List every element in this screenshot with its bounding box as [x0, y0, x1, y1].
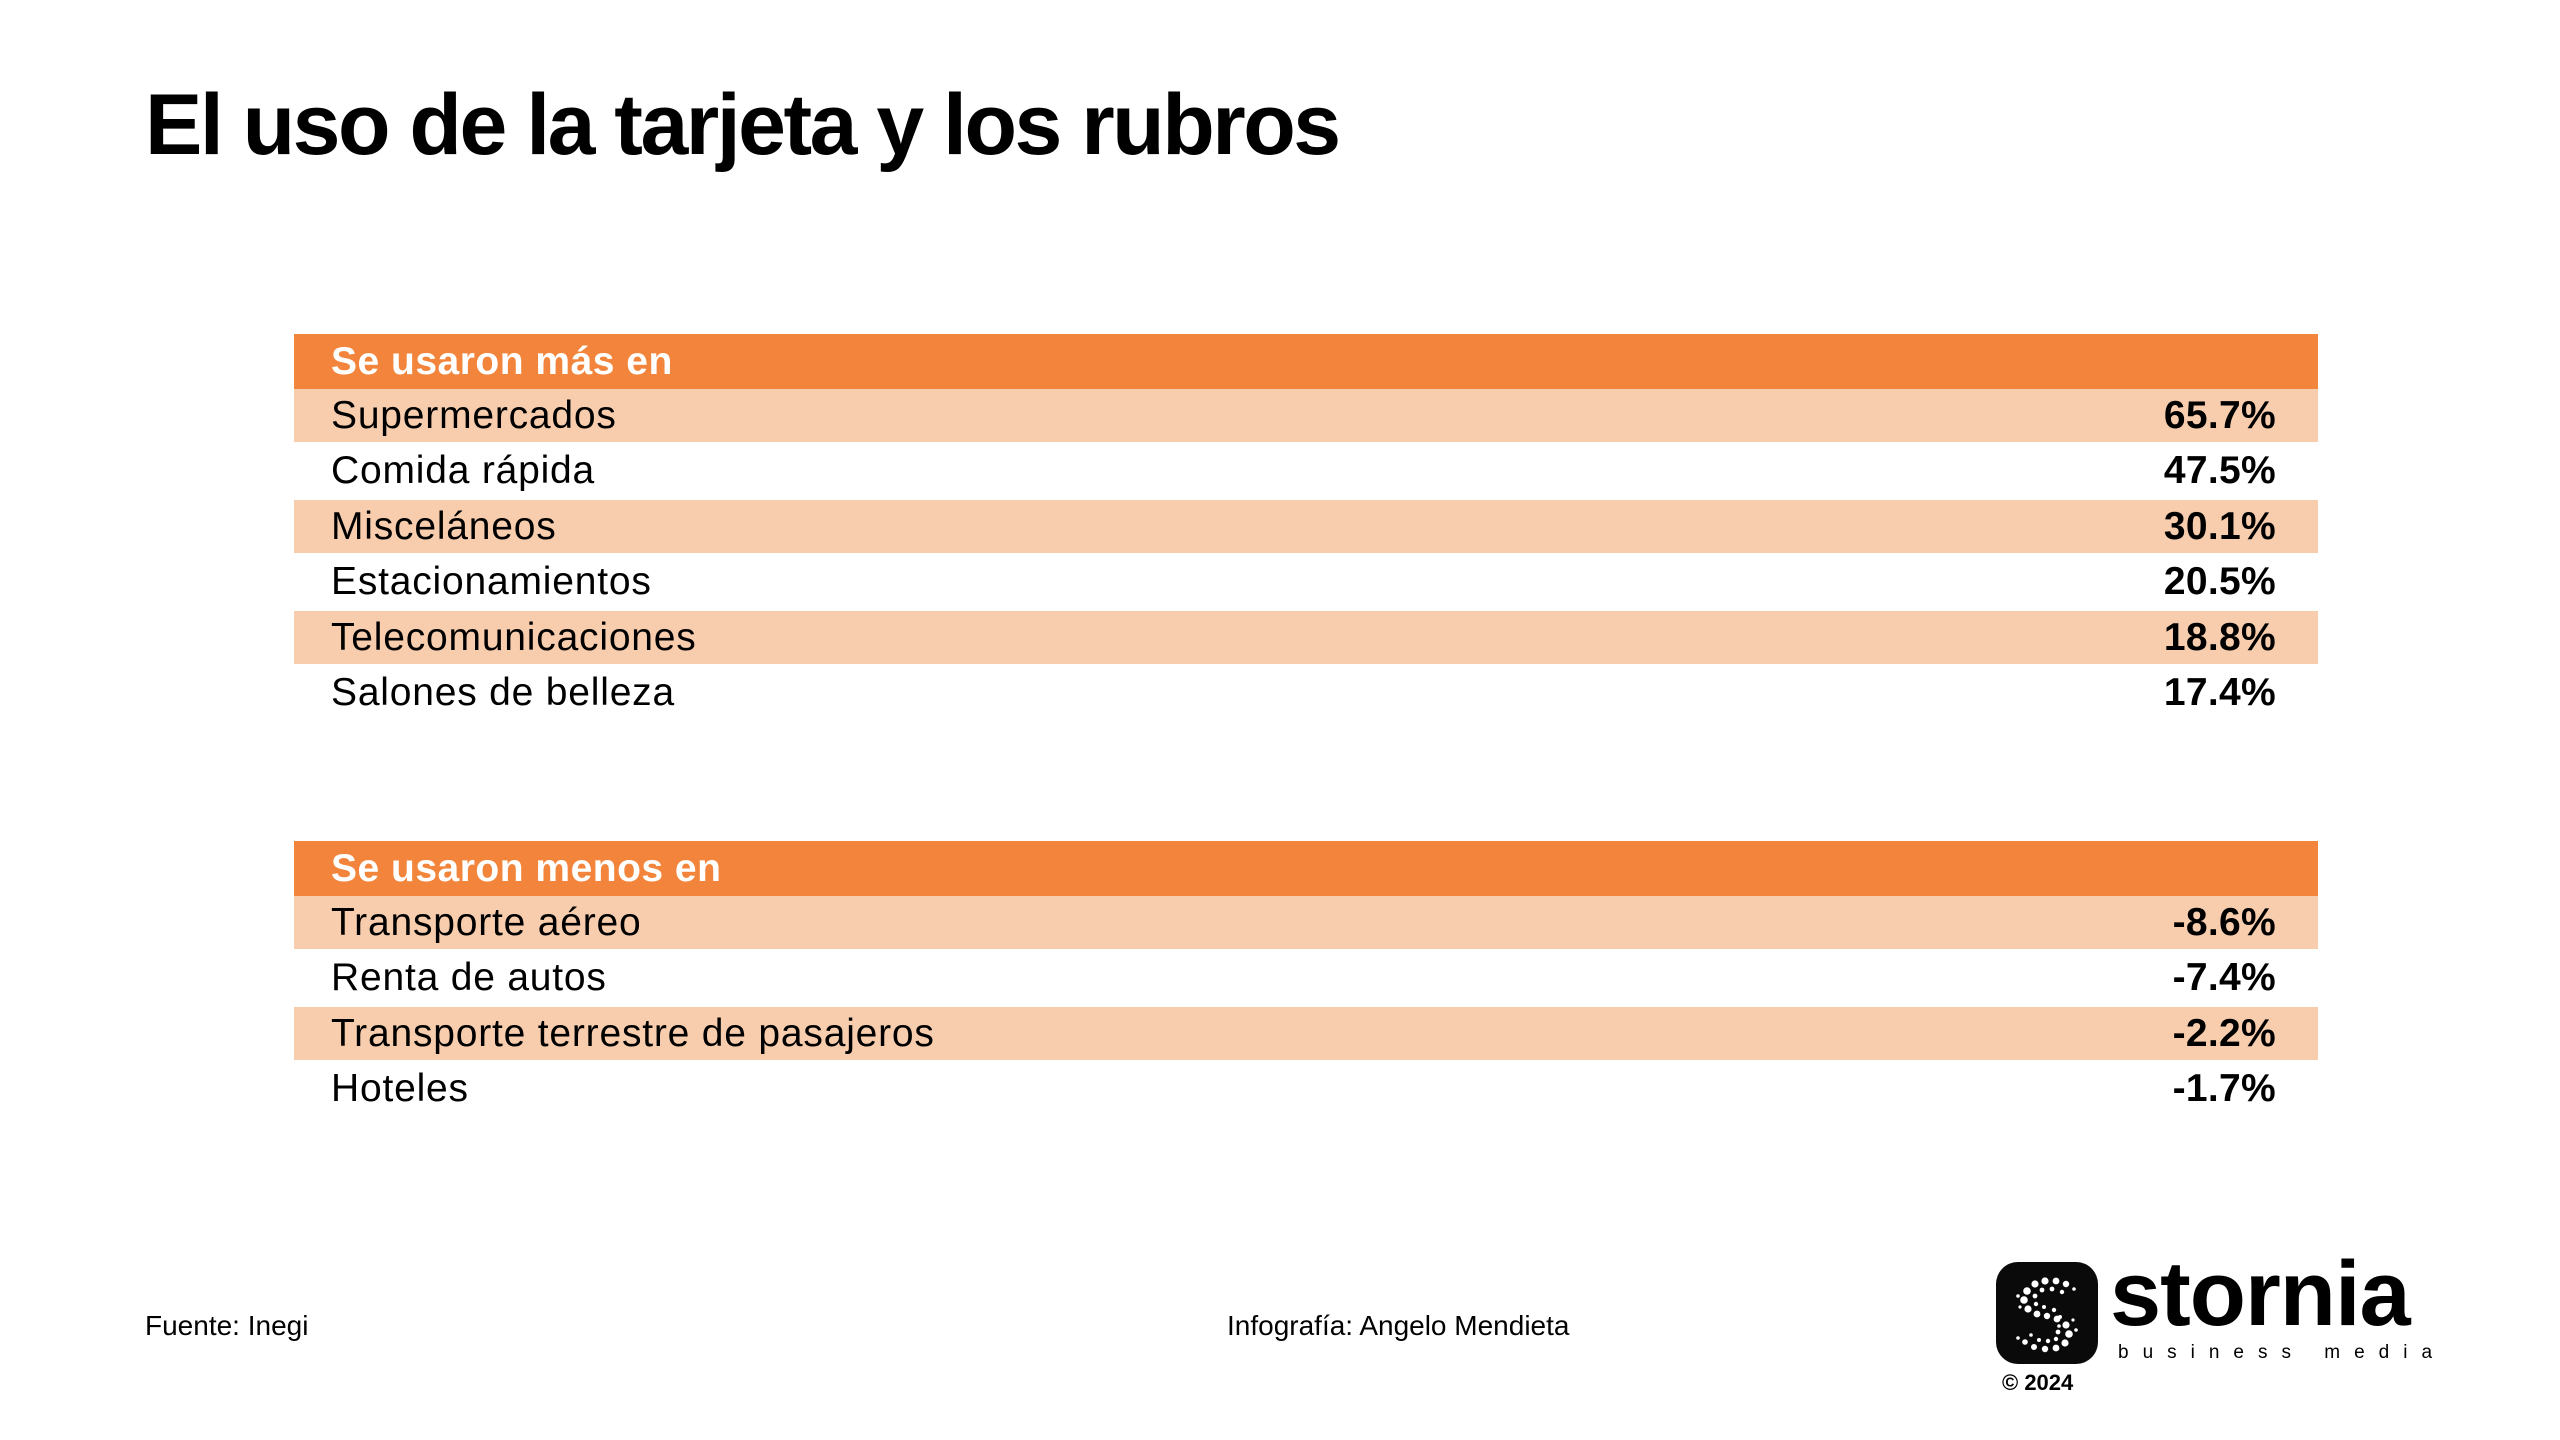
row-label: Hoteles — [331, 1067, 469, 1110]
row-label: Supermercados — [331, 393, 617, 437]
stornia-logo: stornia business media © 2024 — [1996, 1248, 2436, 1402]
table-row: Renta de autos -7.4% — [294, 949, 2318, 1007]
row-label: Misceláneos — [331, 504, 557, 548]
page-title: El uso de la tarjeta y los rubros — [145, 77, 1341, 173]
row-value: 17.4% — [2163, 671, 2276, 714]
table-row: Transporte terrestre de pasajeros -2.2% — [294, 1007, 2318, 1060]
credit-note: Infografía: Angelo Mendieta — [1227, 1310, 1570, 1341]
row-value: 30.1% — [2163, 504, 2276, 548]
table-header: Se usaron más en — [294, 334, 2318, 389]
row-value: 47.5% — [2163, 449, 2276, 492]
table-header: Se usaron menos en — [294, 841, 2318, 896]
table-row: Hoteles -1.7% — [294, 1060, 2318, 1118]
row-value: -1.7% — [2172, 1067, 2276, 1110]
row-value: -2.2% — [2172, 1011, 2276, 1055]
row-value: 20.5% — [2163, 560, 2276, 603]
stornia-s-logo-icon — [1996, 1262, 2098, 1364]
row-label: Telecomunicaciones — [331, 615, 697, 659]
row-value: -7.4% — [2172, 956, 2276, 999]
row-value: 18.8% — [2163, 615, 2276, 659]
logo-tagline: business media — [2118, 1342, 2447, 1363]
row-label: Salones de belleza — [331, 671, 675, 714]
logo-wordmark: stornia — [2110, 1243, 2411, 1345]
table-row: Telecomunicaciones 18.8% — [294, 611, 2318, 664]
table-row: Misceláneos 30.1% — [294, 500, 2318, 553]
row-value: 65.7% — [2163, 393, 2276, 437]
table-row: Salones de belleza 17.4% — [294, 664, 2318, 722]
row-label: Transporte aéreo — [331, 900, 642, 944]
row-value: -8.6% — [2172, 900, 2276, 944]
row-label: Estacionamientos — [331, 560, 652, 603]
table-used-more: Se usaron más en Supermercados 65.7% Com… — [294, 334, 2318, 722]
table-row: Supermercados 65.7% — [294, 389, 2318, 442]
row-label: Renta de autos — [331, 956, 607, 999]
row-label: Transporte terrestre de pasajeros — [331, 1011, 935, 1055]
table-row: Estacionamientos 20.5% — [294, 553, 2318, 611]
table-row: Comida rápida 47.5% — [294, 442, 2318, 500]
copyright-note: © 2024 — [2002, 1370, 2074, 1395]
table-row: Transporte aéreo -8.6% — [294, 896, 2318, 949]
source-note: Fuente: Inegi — [145, 1310, 309, 1341]
table-used-less: Se usaron menos en Transporte aéreo -8.6… — [294, 841, 2318, 1118]
row-label: Comida rápida — [331, 449, 596, 492]
